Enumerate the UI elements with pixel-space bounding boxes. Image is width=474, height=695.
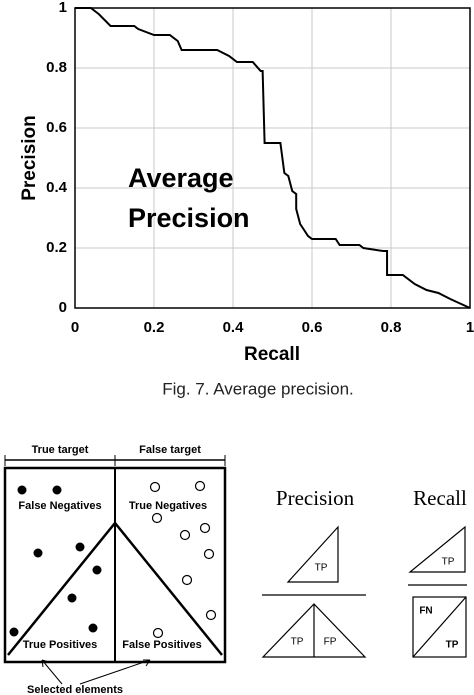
tp-label: TP <box>446 640 459 651</box>
x-tick-label: 0.8 <box>381 319 402 336</box>
y-tick-label: 0.2 <box>46 239 67 256</box>
region-label: True Negatives <box>129 500 207 512</box>
tp-label: TP <box>291 637 304 648</box>
y-tick-label: 0 <box>59 299 67 316</box>
region-label: True Positives <box>23 639 98 651</box>
x-tick-label: 1 <box>466 319 474 336</box>
precision-shapes <box>261 525 367 658</box>
header: True target <box>32 444 89 456</box>
selection-triangle <box>7 521 223 656</box>
x-tick-label: 0.2 <box>144 319 165 336</box>
y-tick-label: 1 <box>59 0 67 16</box>
chart: 0 0.2 0.4 0.6 0.8 1 0 0.2 0.4 0.6 0.8 1 <box>46 0 474 336</box>
recall-shapes <box>408 525 467 658</box>
fp-label: FP <box>324 637 337 648</box>
tp-label: TP <box>315 563 328 574</box>
arrow <box>79 659 151 685</box>
y-tick-label: 0.4 <box>46 179 68 196</box>
y-axis-label: Precision <box>19 115 40 201</box>
caption: Fig. 7. Average precision. <box>162 379 354 398</box>
plot-frame <box>74 7 471 309</box>
header: False target <box>139 444 201 456</box>
y-tick-label: 0.6 <box>46 119 67 136</box>
tp-label: TP <box>442 557 455 568</box>
region-label: False Positives <box>122 639 202 651</box>
region-label: False Negatives <box>18 500 101 512</box>
x-axis-label: Recall <box>244 344 300 365</box>
x-tick-label: 0.6 <box>302 319 323 336</box>
true-negative-dots <box>149 480 217 639</box>
recall-title: Recall <box>413 486 467 510</box>
annotation: Average Precision <box>128 163 250 233</box>
precision-title: Precision <box>276 486 355 510</box>
pr-curve <box>75 7 471 309</box>
x-tick-label: 0.4 <box>223 319 245 336</box>
false-negative-dots <box>9 485 102 637</box>
fn-label: FN <box>419 606 432 617</box>
selected-label: Selected elements <box>27 684 123 695</box>
y-tick-label: 0.8 <box>46 59 67 76</box>
x-tick-label: 0 <box>71 319 79 336</box>
confusion-diagram <box>3 455 227 685</box>
arrow <box>41 659 63 685</box>
